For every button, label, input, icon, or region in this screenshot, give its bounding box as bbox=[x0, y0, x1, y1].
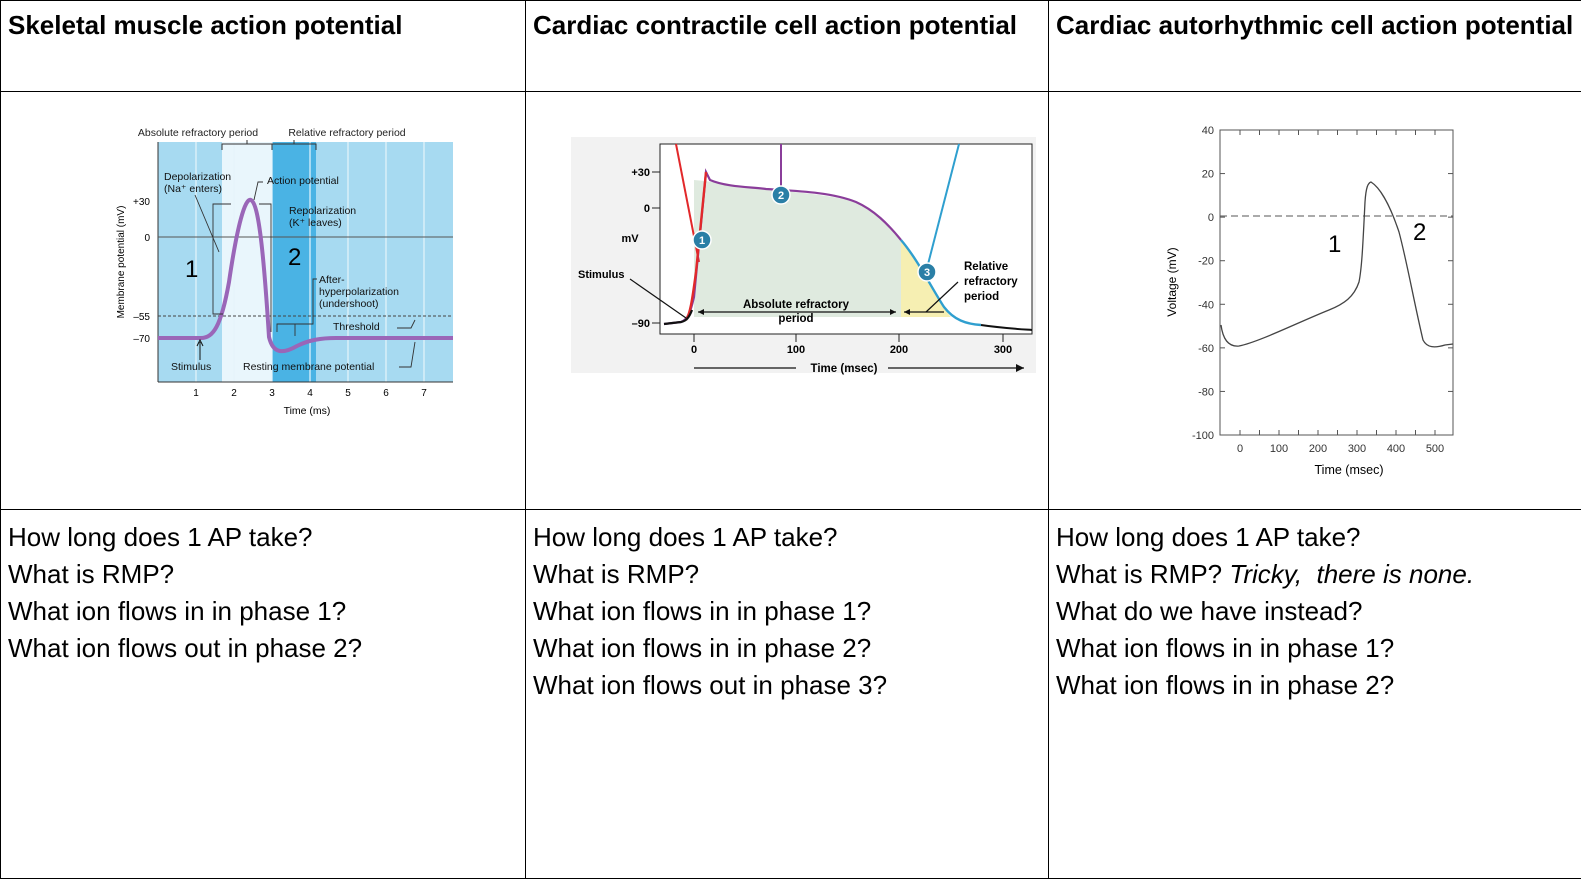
xtick: 1 bbox=[193, 388, 199, 399]
question-line: What is RMP? bbox=[8, 556, 518, 593]
header-autorhythmic: Cardiac autorhythmic cell action potenti… bbox=[1049, 1, 1581, 43]
xtick: 6 bbox=[383, 388, 389, 399]
ytick: -100 bbox=[1192, 430, 1214, 442]
autorhythmic-ylabel: Voltage (mV) bbox=[1165, 247, 1179, 316]
question-line: What ion flows in in phase 1? bbox=[1056, 630, 1574, 667]
question-line: How long does 1 AP take? bbox=[8, 519, 518, 556]
ytick: -20 bbox=[1198, 256, 1214, 268]
ytick: 20 bbox=[1202, 169, 1214, 181]
phase-1-label: 1 bbox=[185, 256, 198, 283]
ytick: –70 bbox=[133, 334, 150, 345]
question-line: What do we have instead? bbox=[1056, 593, 1574, 630]
phase-1-label: 1 bbox=[1328, 231, 1341, 258]
label-depolarization: Depolarization bbox=[164, 171, 231, 183]
xtick: 0 bbox=[1237, 443, 1243, 455]
xtick: 400 bbox=[1387, 443, 1405, 455]
contractile-ap-graph: 1 2 3 +30 0 –90 mV Stimulus bbox=[526, 92, 1049, 504]
ytick: 0 bbox=[144, 233, 150, 244]
question-line: How long does 1 AP take? bbox=[533, 519, 1041, 556]
contractile-figure: 1 2 3 +30 0 –90 mV Stimulus bbox=[526, 92, 1048, 509]
ytick: –90 bbox=[632, 318, 650, 330]
header-row: Skeletal muscle action potential Cardiac… bbox=[1, 1, 1581, 92]
autorhythmic-questions: How long does 1 AP take? What is RMP? Tr… bbox=[1049, 510, 1581, 704]
label-relative-2: refractory bbox=[964, 276, 1018, 288]
phase-2-label: 2 bbox=[288, 244, 301, 271]
skeletal-ylabel: Membrane potential (mV) bbox=[116, 206, 127, 319]
label-k-leaves: (K⁺ leaves) bbox=[289, 217, 342, 229]
label-relative-refractory: Relative refractory period bbox=[288, 127, 405, 139]
contractile-ylabel: mV bbox=[621, 233, 639, 245]
label-resting-potential: Resting membrane potential bbox=[243, 361, 374, 373]
figure-row: Absolute refractory period Relative refr… bbox=[1, 92, 1581, 510]
ytick: 0 bbox=[644, 203, 650, 215]
label-absolute-refractory: Absolute refractory period bbox=[138, 127, 258, 139]
question-line: What ion flows in in phase 2? bbox=[1056, 667, 1574, 704]
label-undershoot: (undershoot) bbox=[319, 298, 379, 310]
question-line: What ion flows out in phase 3? bbox=[533, 667, 1041, 704]
skeletal-ap-graph: Absolute refractory period Relative refr… bbox=[1, 92, 526, 504]
badge-1: 1 bbox=[699, 235, 705, 247]
xtick: 0 bbox=[691, 344, 697, 356]
question-hint: Tricky, there is none. bbox=[1229, 559, 1474, 589]
question-line: How long does 1 AP take? bbox=[1056, 519, 1574, 556]
ytick: 0 bbox=[1208, 212, 1214, 224]
question-line: What ion flows in in phase 1? bbox=[8, 593, 518, 630]
header-skeletal: Skeletal muscle action potential bbox=[1, 1, 525, 43]
xtick: 7 bbox=[421, 388, 427, 399]
question-text: What is RMP? bbox=[1056, 559, 1229, 589]
label-hyperpolarization: hyperpolarization bbox=[319, 286, 399, 298]
skeletal-xlabel: Time (ms) bbox=[284, 405, 331, 417]
xtick: 100 bbox=[1270, 443, 1288, 455]
ytick: +30 bbox=[631, 167, 650, 179]
question-line: What is RMP? Tricky, there is none. bbox=[1056, 556, 1574, 593]
xtick: 200 bbox=[1309, 443, 1327, 455]
xtick: 5 bbox=[345, 388, 351, 399]
xtick: 500 bbox=[1426, 443, 1444, 455]
question-line: What ion flows in in phase 1? bbox=[533, 593, 1041, 630]
label-absolute-2: period bbox=[778, 313, 813, 325]
label-relative-3: period bbox=[964, 291, 999, 303]
label-na-enters: (Na⁺ enters) bbox=[164, 183, 222, 195]
label-stimulus: Stimulus bbox=[578, 269, 624, 281]
question-line: What ion flows in in phase 2? bbox=[533, 630, 1041, 667]
label-absolute-1: Absolute refractory bbox=[743, 299, 850, 311]
ytick: –55 bbox=[133, 312, 150, 323]
skeletal-questions: How long does 1 AP take? What is RMP? Wh… bbox=[1, 510, 525, 667]
xtick: 300 bbox=[1348, 443, 1366, 455]
label-repolarization: Repolarization bbox=[289, 205, 356, 217]
label-threshold: Threshold bbox=[333, 321, 380, 333]
label-stimulus: Stimulus bbox=[171, 361, 211, 373]
xtick: 200 bbox=[890, 344, 908, 356]
label-action-potential: Action potential bbox=[267, 175, 339, 187]
badge-2: 2 bbox=[778, 190, 784, 202]
xtick: 3 bbox=[269, 388, 275, 399]
question-line: What ion flows out in phase 2? bbox=[8, 630, 518, 667]
xtick: 2 bbox=[231, 388, 237, 399]
question-line: What is RMP? bbox=[533, 556, 1041, 593]
questions-row: How long does 1 AP take? What is RMP? Wh… bbox=[1, 510, 1581, 879]
ytick: -60 bbox=[1198, 343, 1214, 355]
xtick: 100 bbox=[787, 344, 805, 356]
ytick: -80 bbox=[1198, 386, 1214, 398]
skeletal-figure: Absolute refractory period Relative refr… bbox=[1, 92, 525, 509]
ytick: 40 bbox=[1202, 125, 1214, 137]
contractile-xlabel: Time (msec) bbox=[811, 363, 878, 375]
xtick: 300 bbox=[994, 344, 1012, 356]
badge-3: 3 bbox=[924, 267, 930, 279]
contractile-questions: How long does 1 AP take? What is RMP? Wh… bbox=[526, 510, 1048, 704]
label-after: After- bbox=[319, 274, 345, 286]
label-relative-1: Relative bbox=[964, 261, 1008, 273]
autorhythmic-xlabel: Time (msec) bbox=[1315, 463, 1384, 477]
xtick: 4 bbox=[307, 388, 313, 399]
ytick: -40 bbox=[1198, 299, 1214, 311]
phase-2-label: 2 bbox=[1413, 219, 1426, 246]
ytick: +30 bbox=[133, 197, 150, 208]
header-contractile: Cardiac contractile cell action potentia… bbox=[526, 1, 1048, 43]
